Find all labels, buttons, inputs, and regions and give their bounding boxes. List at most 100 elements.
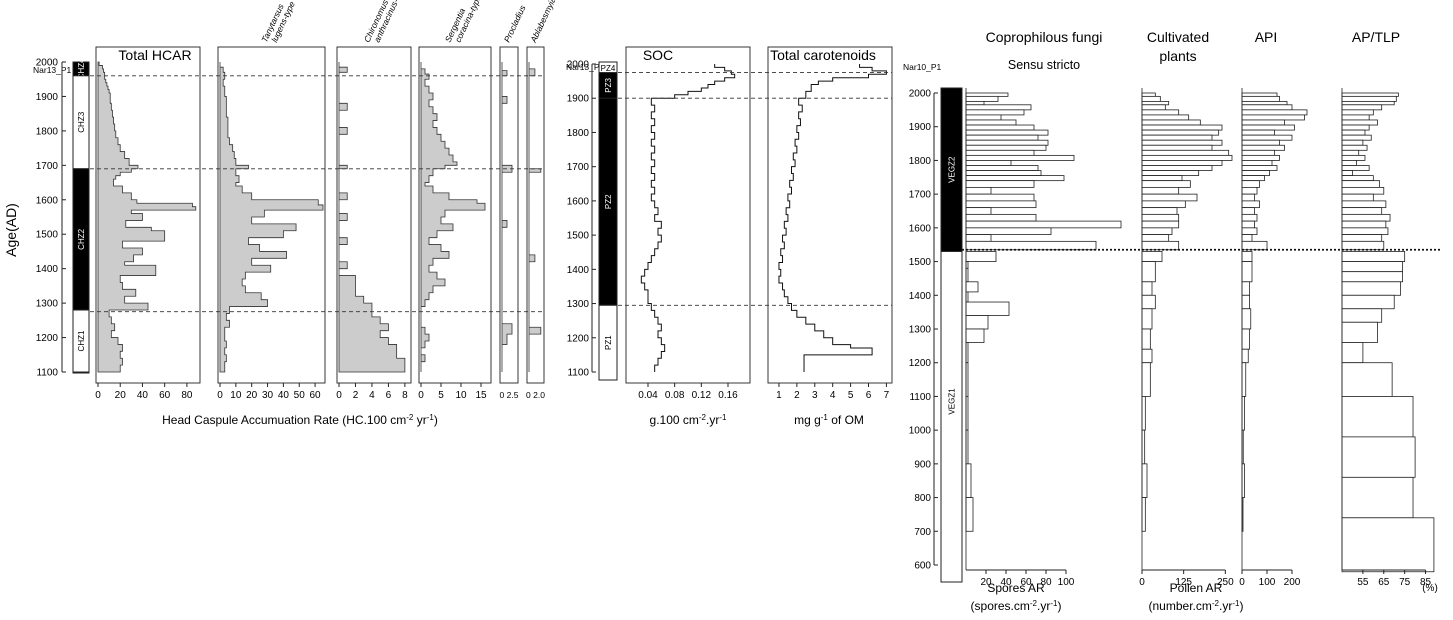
- x-axis-label-hcar: Head Caspule Accumuation Rate (HC.100 cm…: [162, 413, 438, 427]
- age-tick-label: 1800: [909, 156, 932, 167]
- bar: [1241, 207, 1255, 215]
- series-area: [219, 62, 324, 373]
- x-tick-label: 0: [418, 390, 424, 401]
- bar: [1241, 144, 1285, 151]
- bar: [1341, 186, 1385, 195]
- x-tick-label: 0.16: [718, 390, 738, 401]
- age-tick-label: 700: [914, 527, 931, 538]
- core-label-p1: Nar13_P1: [33, 65, 72, 75]
- x-tick-label: 0.08: [665, 390, 685, 401]
- age-tick-label: 1200: [567, 333, 590, 344]
- bar: [965, 104, 1032, 111]
- age-axis-ticks-p1: 2000 1900 1800 1700 1600 1500 1400 1300 1200 1100: [36, 58, 66, 379]
- bar: [965, 160, 1012, 166]
- bar: [1241, 180, 1260, 188]
- bar: [965, 301, 1010, 316]
- chart-ablabesmyia: 0 2.0 Ablabesmyia: [526, 0, 558, 400]
- x-tick-label: 55: [1357, 577, 1369, 588]
- age-tick-label: 1900: [909, 122, 932, 133]
- bar: [1241, 308, 1252, 330]
- bar: [965, 134, 1039, 141]
- chart-api: 0 100 200 API: [1239, 29, 1308, 588]
- bar: [965, 220, 1122, 229]
- bar: [1341, 207, 1383, 215]
- x-tick-label: 40: [137, 390, 149, 401]
- panel-pollen: Nar10_P1 2000190018001700160015001400130…: [903, 29, 1440, 613]
- age-tick-label: 1600: [567, 196, 590, 207]
- chart-title: SOC: [643, 47, 673, 63]
- bar: [1141, 251, 1163, 262]
- bar: [1341, 227, 1389, 236]
- x-tick-label: 50: [294, 390, 306, 401]
- bar: [965, 101, 985, 106]
- bar: [1241, 348, 1249, 364]
- percent-unit-label: (%): [1422, 583, 1438, 594]
- bar: [1341, 321, 1378, 343]
- chart-frame: [418, 46, 492, 384]
- bar: [1141, 109, 1180, 116]
- age-tick-label: 600: [914, 561, 931, 572]
- bar: [1141, 165, 1213, 171]
- bar: [1141, 175, 1183, 182]
- x-tick-label: 40: [278, 390, 290, 401]
- bar: [1341, 396, 1414, 438]
- bar: [1141, 220, 1180, 229]
- bar: [1241, 213, 1258, 222]
- bar: [1241, 362, 1247, 397]
- x-axis-label-spores: Spores AR: [987, 581, 1045, 595]
- chart-title: Ablabesmyia: [528, 0, 558, 45]
- bar: [1241, 240, 1268, 251]
- bar: [1341, 240, 1385, 251]
- bar: [1141, 134, 1213, 141]
- pigment-charts: 0.04 0.08 0.12 0.16 SOC 1 2 3 4 5 6 7 Total caroteno…: [625, 46, 893, 401]
- bar: [1341, 476, 1414, 519]
- x-tick-label: 2: [353, 390, 359, 401]
- series-line: [640, 64, 736, 372]
- bar: [1341, 144, 1368, 151]
- age-tick-label: 800: [914, 493, 931, 504]
- age-tick-label: 1100: [36, 368, 58, 379]
- zone-label: VEGZ2: [948, 156, 957, 183]
- x-tick-label: 8: [402, 390, 408, 401]
- zone-label: PZ3: [604, 78, 613, 93]
- zone-label: CHZ4: [77, 58, 86, 79]
- x-axis-label-carotenoids: mg g-1 of OM: [794, 413, 864, 427]
- x-tick-label: 85: [1420, 577, 1432, 588]
- bar: [965, 193, 1035, 202]
- bar: [1141, 92, 1156, 97]
- bar: [1141, 348, 1153, 364]
- chart-subtitle: Sensu stricto: [1008, 58, 1080, 72]
- bar: [1241, 92, 1278, 97]
- chart-frame: [526, 46, 545, 384]
- zone-label: PZ2: [604, 194, 613, 209]
- panel-chironomid: Nar13_P1 Age(AD) 20001900180017001600150…: [3, 0, 558, 427]
- chart-cultivated-plants: 0 125 250 Cultivated plants: [1139, 29, 1234, 588]
- x-tick-label: 0: [336, 390, 342, 401]
- bar: [1141, 170, 1200, 177]
- bar: [1241, 165, 1278, 171]
- bar: [1341, 261, 1403, 273]
- age-tick-label: 2000: [36, 58, 59, 69]
- bar: [1341, 193, 1374, 202]
- bar: [965, 95, 999, 102]
- x-tick-label: 20: [246, 390, 258, 401]
- x-tick-label: 0.12: [692, 390, 712, 401]
- bar: [1241, 220, 1255, 229]
- core-label-p2: Nar13_P1: [566, 62, 605, 72]
- bar: [1141, 207, 1178, 215]
- bar: [1141, 114, 1190, 121]
- zone-pz1: [598, 304, 618, 381]
- bar: [965, 180, 1035, 188]
- bar: [965, 240, 1097, 251]
- bar: [1341, 234, 1383, 242]
- x-tick-label: 250: [1217, 577, 1234, 588]
- age-tick-label: 900: [914, 459, 931, 470]
- bar: [965, 315, 989, 330]
- x-tick-label: 4: [369, 390, 375, 401]
- age-tick-label: 1700: [567, 162, 590, 173]
- bar: [1241, 193, 1255, 202]
- bar: [965, 207, 992, 215]
- age-tick-label: 1500: [36, 230, 59, 241]
